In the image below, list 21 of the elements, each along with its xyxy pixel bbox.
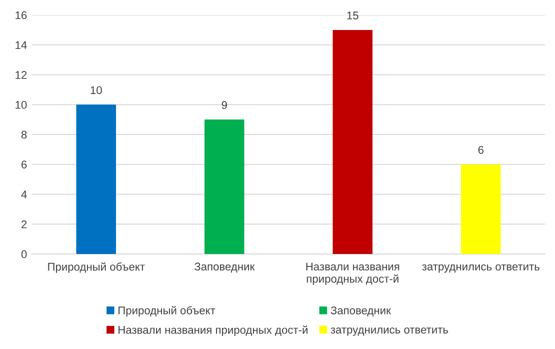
- data-label: 10: [90, 86, 102, 94]
- x-tick-label: затруднились ответить: [422, 264, 540, 273]
- y-tick-label: 6: [22, 160, 27, 169]
- data-label: 9: [222, 101, 227, 110]
- y-tick-label: 0: [21, 250, 27, 258]
- y-tick-label: 16: [16, 11, 27, 20]
- data-label: 6: [478, 146, 484, 154]
- x-tick-label: Назвали названия природных дост-й: [306, 262, 400, 285]
- legend-label: Природный объект: [118, 306, 216, 317]
- y-tick-label: 12: [16, 71, 27, 79]
- data-label: 15: [347, 12, 358, 20]
- y-tick-label: 10: [16, 100, 27, 109]
- y-tick-label: 14: [16, 41, 27, 49]
- y-tick-label: 4: [21, 190, 27, 198]
- legend-label: Заповедник: [330, 306, 391, 316]
- legend-label: Назвали названия природных дост-й: [118, 325, 308, 336]
- y-tick-label: 2: [22, 220, 27, 228]
- y-tick-label: 8: [21, 130, 27, 139]
- x-tick-label: Заповедник: [194, 262, 255, 273]
- legend-label: затруднились ответить: [330, 328, 448, 336]
- x-tick-label: Природный объект: [48, 262, 145, 273]
